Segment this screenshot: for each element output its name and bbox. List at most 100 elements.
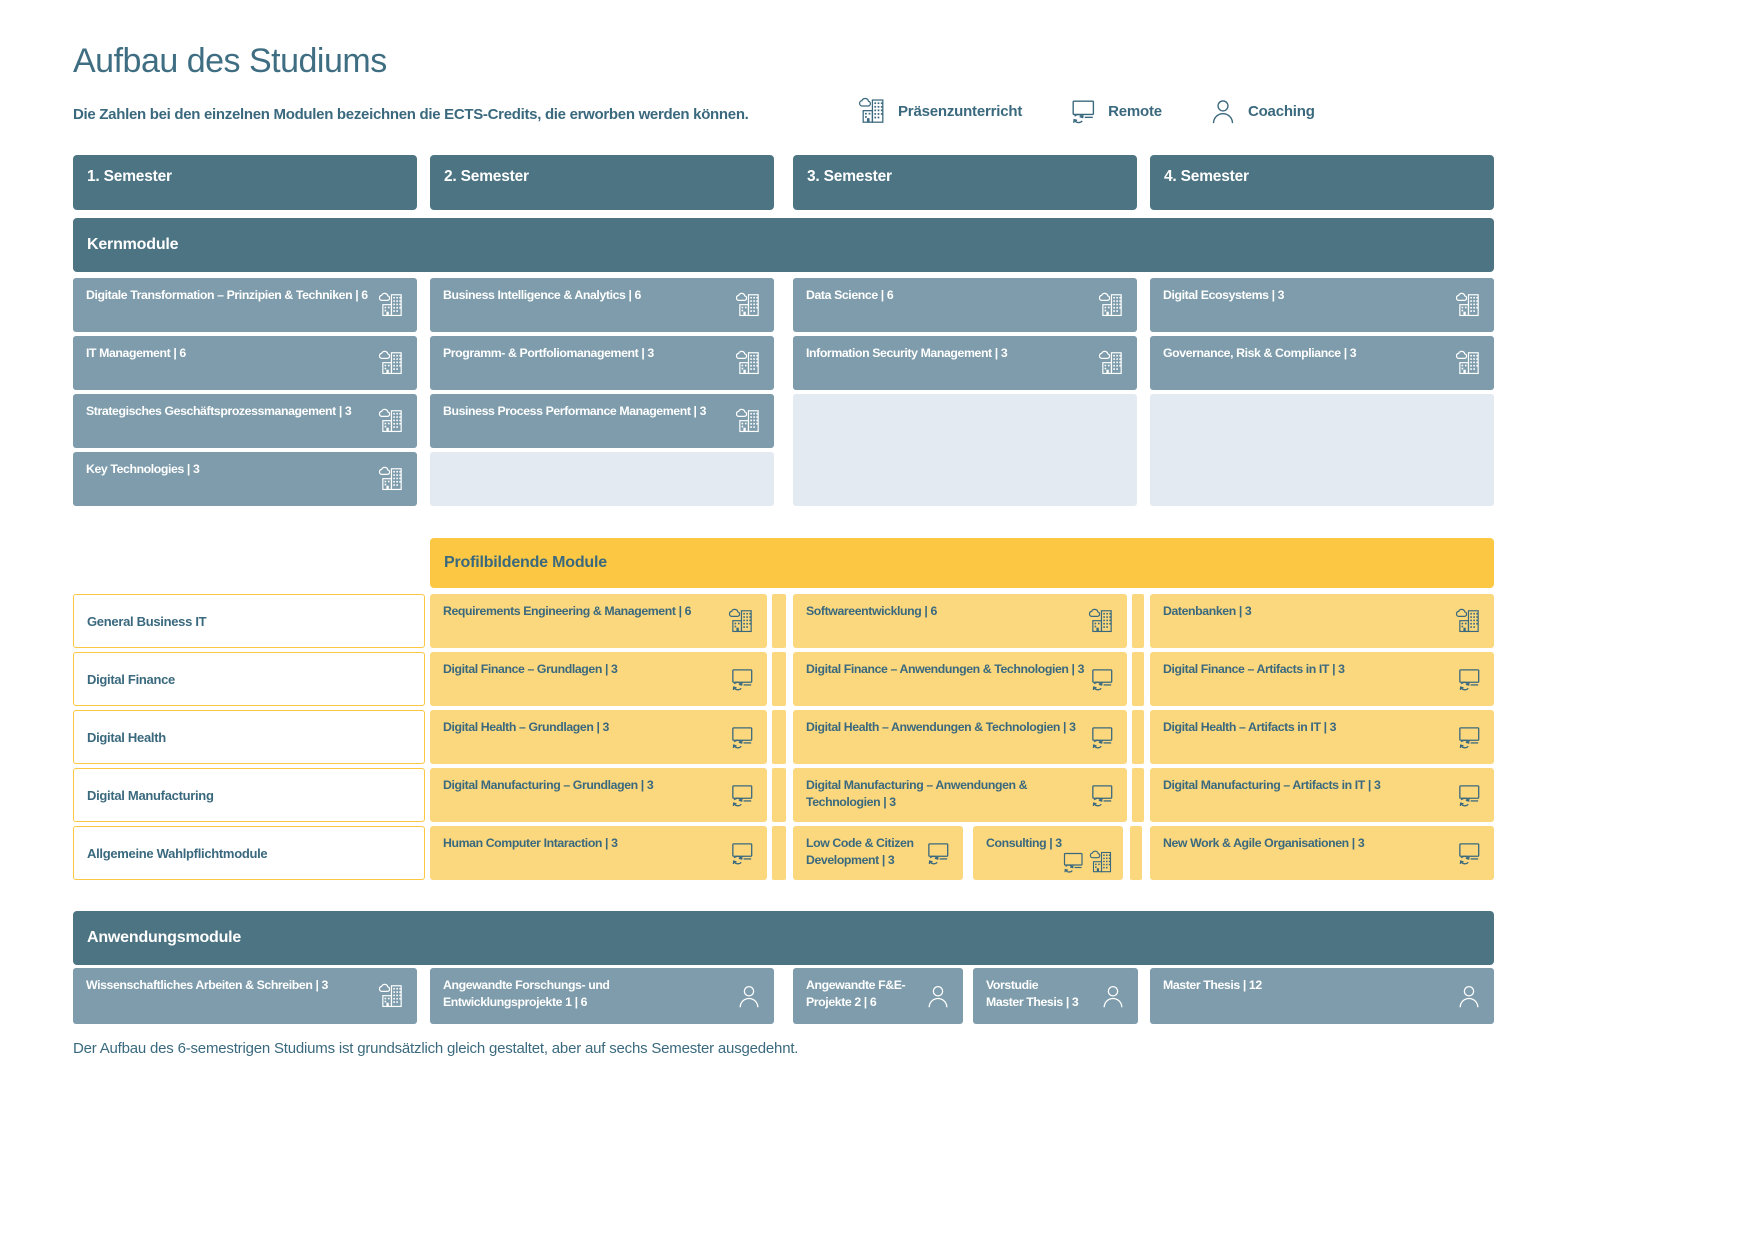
legend: Präsenzunterricht Remote Coaching bbox=[858, 92, 1315, 130]
module-card-digital-manufacturing-grundlagen: Digital Manufacturing – Grundlagen | 3 bbox=[430, 768, 767, 822]
building-icon bbox=[378, 349, 406, 377]
module-card-digital-finance-anwendungen: Digital Finance – Anwendungen & Technolo… bbox=[793, 652, 1127, 706]
profile-label-allgemeine-wahlpflichtmodule: Allgemeine Wahlpflichtmodule bbox=[73, 826, 425, 880]
module-card-low-code-citizen-development: Low Code & Citizen Development | 3 bbox=[793, 826, 963, 880]
module-label: Low Code & Citizen Development | 3 bbox=[806, 836, 914, 867]
legend-label: Coaching bbox=[1247, 102, 1315, 120]
person-icon bbox=[1455, 982, 1483, 1010]
building-icon bbox=[378, 465, 406, 493]
building-icon bbox=[1098, 291, 1126, 319]
connector-strip bbox=[772, 652, 786, 706]
profile-label-digital-manufacturing: Digital Manufacturing bbox=[73, 768, 425, 822]
module-card-datenbanken: Datenbanken | 3 bbox=[1150, 594, 1494, 648]
page-title: Aufbau des Studiums bbox=[73, 42, 387, 80]
legend-item-coaching: Coaching bbox=[1208, 96, 1315, 126]
person-icon bbox=[1208, 96, 1238, 126]
monitor-sync-icon bbox=[924, 839, 952, 867]
connector-strip bbox=[1132, 594, 1144, 648]
module-card-digital-health-grundlagen: Digital Health – Grundlagen | 3 bbox=[430, 710, 767, 764]
module-card-requirements-engineering: Requirements Engineering & Management | … bbox=[430, 594, 767, 648]
module-label: Human Computer Intaraction | 3 bbox=[443, 836, 618, 850]
module-card-master-thesis: Master Thesis | 12 bbox=[1150, 968, 1494, 1024]
monitor-sync-icon bbox=[1068, 96, 1098, 126]
monitor-sync-icon bbox=[1088, 781, 1116, 809]
monitor-sync-icon bbox=[728, 723, 756, 751]
semester-header-2: 2. Semester bbox=[430, 155, 774, 210]
module-label: Programm- & Portfoliomanagement | 3 bbox=[443, 346, 654, 360]
module-label: Wissenschaftliches Arbeiten & Schreiben … bbox=[86, 978, 328, 992]
building-icon bbox=[735, 291, 763, 319]
empty-module-placeholder bbox=[793, 394, 1137, 506]
module-label: Digital Finance – Grundlagen | 3 bbox=[443, 662, 618, 676]
connector-strip bbox=[1130, 826, 1142, 880]
module-card-digital-ecosystems: Digital Ecosystems | 3 bbox=[1150, 278, 1494, 332]
module-card-digitale-transformation: Digitale Transformation – Prinzipien & T… bbox=[73, 278, 417, 332]
module-card-business-process-performance: Business Process Performance Management … bbox=[430, 394, 774, 448]
legend-item-praesenzunterricht: Präsenzunterricht bbox=[858, 96, 1022, 126]
module-label: Digital Manufacturing – Grundlagen | 3 bbox=[443, 778, 654, 792]
legend-label: Präsenzunterricht bbox=[898, 102, 1023, 120]
monitor-sync-icon bbox=[728, 781, 756, 809]
monitor-sync-icon bbox=[1088, 723, 1116, 751]
monitor-sync-icon bbox=[728, 839, 756, 867]
semester-header-3: 3. Semester bbox=[793, 155, 1137, 210]
profile-label-digital-health: Digital Health bbox=[73, 710, 425, 764]
module-label: IT Management | 6 bbox=[86, 346, 186, 360]
module-label: Business Process Performance Management … bbox=[443, 404, 707, 418]
section-header-profilbildende-module: Profilbildende Module bbox=[430, 538, 1494, 588]
profile-label-digital-finance: Digital Finance bbox=[73, 652, 425, 706]
section-header-kernmodule: Kernmodule bbox=[73, 218, 1494, 272]
module-card-softwareentwicklung: Softwareentwicklung | 6 bbox=[793, 594, 1127, 648]
module-card-information-security: Information Security Management | 3 bbox=[793, 336, 1137, 390]
module-label: Datenbanken | 3 bbox=[1163, 604, 1252, 618]
module-label: Angewandte Forschungs- und Entwicklungsp… bbox=[443, 978, 610, 1009]
monitor-sync-icon bbox=[1455, 723, 1483, 751]
legend-label: Remote bbox=[1108, 102, 1162, 120]
building-icon bbox=[1089, 849, 1115, 875]
module-card-human-computer-interaction: Human Computer Intaraction | 3 bbox=[430, 826, 767, 880]
monitor-sync-icon bbox=[1060, 849, 1086, 875]
module-card-digital-health-anwendungen: Digital Health – Anwendungen & Technolog… bbox=[793, 710, 1127, 764]
module-label: Key Technologies | 3 bbox=[86, 462, 200, 476]
connector-strip bbox=[772, 826, 786, 880]
connector-strip bbox=[1132, 652, 1144, 706]
module-label: Digital Manufacturing – Artifacts in IT … bbox=[1163, 778, 1381, 792]
module-card-vorstudie-master-thesis: Vorstudie Master Thesis | 3 bbox=[973, 968, 1138, 1024]
building-icon bbox=[735, 407, 763, 435]
building-icon bbox=[1088, 607, 1116, 635]
building-icon bbox=[1455, 291, 1483, 319]
module-card-business-intelligence: Business Intelligence & Analytics | 6 bbox=[430, 278, 774, 332]
module-label: Consulting | 3 bbox=[986, 836, 1062, 850]
module-card-digital-finance-grundlagen: Digital Finance – Grundlagen | 3 bbox=[430, 652, 767, 706]
module-label: Master Thesis | 12 bbox=[1163, 978, 1262, 992]
module-card-consulting: Consulting | 3 bbox=[973, 826, 1123, 880]
module-label: Governance, Risk & Compliance | 3 bbox=[1163, 346, 1357, 360]
connector-strip bbox=[1132, 768, 1144, 822]
monitor-sync-icon bbox=[1088, 665, 1116, 693]
module-card-governance-risk-compliance: Governance, Risk & Compliance | 3 bbox=[1150, 336, 1494, 390]
profile-label-general-business-it: General Business IT bbox=[73, 594, 425, 648]
building-icon bbox=[1098, 349, 1126, 377]
module-label: Data Science | 6 bbox=[806, 288, 894, 302]
module-label: Requirements Engineering & Management | … bbox=[443, 604, 692, 618]
module-label: Digital Manufacturing – Anwendungen & Te… bbox=[806, 778, 1028, 809]
building-icon bbox=[735, 349, 763, 377]
module-icons bbox=[1060, 849, 1115, 875]
semester-header-4: 4. Semester bbox=[1150, 155, 1494, 210]
module-label: Digital Finance – Artifacts in IT | 3 bbox=[1163, 662, 1345, 676]
empty-module-placeholder bbox=[1150, 394, 1494, 506]
module-label: Strategisches Geschäftsprozessmanagement… bbox=[86, 404, 352, 418]
module-label: Information Security Management | 3 bbox=[806, 346, 1008, 360]
monitor-sync-icon bbox=[1455, 665, 1483, 693]
building-icon bbox=[858, 96, 888, 126]
monitor-sync-icon bbox=[1455, 781, 1483, 809]
footnote: Der Aufbau des 6-semestrigen Studiums is… bbox=[73, 1040, 799, 1057]
semester-header-1: 1. Semester bbox=[73, 155, 417, 210]
legend-item-remote: Remote bbox=[1068, 96, 1162, 126]
module-card-angewandte-fe-projekte-2: Angewandte F&E- Projekte 2 | 6 bbox=[793, 968, 963, 1024]
module-card-wissenschaftliches-arbeiten: Wissenschaftliches Arbeiten & Schreiben … bbox=[73, 968, 417, 1024]
section-header-anwendungsmodule: Anwendungsmodule bbox=[73, 911, 1494, 965]
page-subtitle: Die Zahlen bei den einzelnen Modulen bez… bbox=[73, 106, 749, 123]
module-card-key-technologies: Key Technologies | 3 bbox=[73, 452, 417, 506]
